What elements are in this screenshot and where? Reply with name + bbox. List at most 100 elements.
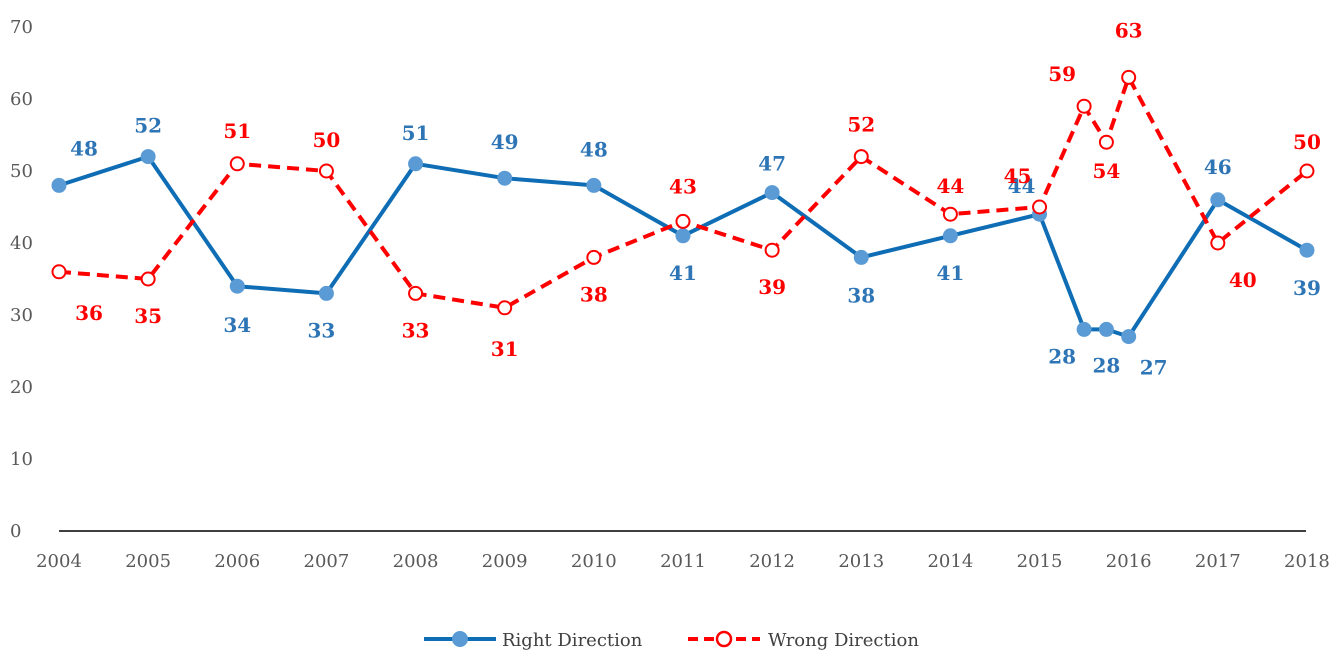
- right-direction-point: [318, 285, 334, 301]
- y-axis: 0 10 20 30 40 50 60 70: [10, 17, 33, 542]
- right-direction-point: [1299, 242, 1315, 258]
- wrong-direction-point: [51, 264, 67, 280]
- right-direction-data-label: 46: [1204, 155, 1232, 179]
- wrong-direction-point: [140, 271, 156, 287]
- x-tick-label: 2013: [838, 551, 884, 572]
- wrong-direction-data-label: 50: [312, 128, 340, 152]
- wrong-direction-data-label: 36: [75, 301, 103, 325]
- x-tick-label: 2010: [571, 551, 617, 572]
- y-tick-label: 30: [10, 305, 33, 326]
- x-tick-label: 2014: [927, 551, 973, 572]
- right-direction-point: [497, 170, 513, 186]
- right-direction-data-label: 49: [491, 130, 519, 154]
- x-tick-label: 2006: [214, 551, 260, 572]
- wrong-direction-data-label: 31: [491, 337, 519, 361]
- data-labels: 48 52 34 33 51 49 48 41 47 38 41 44 28 28 27 46 39 36 35 51…: [70, 18, 1321, 379]
- right-direction-point: [229, 278, 245, 294]
- legend-wrong-direction-label: Wrong Direction: [768, 630, 919, 651]
- y-tick-label: 60: [10, 89, 33, 110]
- right-direction-point: [1076, 321, 1092, 337]
- wrong-direction-point: [1299, 163, 1315, 179]
- wrong-direction-point: [853, 149, 869, 165]
- wrong-direction-data-label: 54: [1092, 159, 1120, 183]
- x-tick-label: 2015: [1017, 551, 1063, 572]
- right-direction-point: [408, 156, 424, 172]
- wrong-direction-data-label: 40: [1229, 268, 1257, 292]
- right-direction-data-label: 27: [1140, 356, 1168, 380]
- wrong-direction-data-label: 51: [223, 119, 251, 143]
- wrong-direction-data-label: 33: [402, 318, 430, 342]
- right-direction-point: [764, 185, 780, 201]
- right-direction-data-label: 39: [1293, 276, 1321, 300]
- wrong-direction-point: [1032, 199, 1048, 215]
- y-tick-label: 10: [10, 449, 33, 470]
- wrong-direction-data-label: 52: [847, 113, 875, 137]
- series-layer: [51, 69, 1315, 345]
- legend-item-wrong-direction: Wrong Direction: [688, 630, 919, 651]
- x-tick-label: 2018: [1284, 551, 1330, 572]
- wrong-direction-point: [229, 156, 245, 172]
- wrong-direction-point: [497, 300, 513, 316]
- wrong-direction-point: [408, 285, 424, 301]
- wrong-direction-data-label: 43: [669, 174, 697, 198]
- right-direction-data-label: 52: [134, 114, 162, 138]
- legend-item-right-direction: Right Direction: [424, 630, 643, 651]
- wrong-direction-data-label: 38: [580, 282, 608, 306]
- wrong-direction-data-label: 44: [936, 174, 964, 198]
- right-direction-data-label: 48: [580, 137, 608, 161]
- right-direction-point: [1098, 321, 1114, 337]
- x-tick-label: 2008: [393, 551, 439, 572]
- right-direction-point: [942, 228, 958, 244]
- wrong-direction-point: [586, 249, 602, 265]
- wrong-direction-point: [1098, 134, 1114, 150]
- y-tick-label: 40: [10, 233, 33, 254]
- wrong-direction-point: [675, 213, 691, 229]
- right-direction-point: [140, 149, 156, 165]
- wrong-direction-point: [1210, 235, 1226, 251]
- y-tick-label: 50: [10, 161, 33, 182]
- right-direction-data-label: 47: [758, 152, 786, 176]
- legend-wrong-direction-marker: [715, 630, 733, 648]
- legend-right-direction-label: Right Direction: [502, 630, 643, 651]
- x-tick-label: 2004: [36, 551, 82, 572]
- wrong-direction-data-label: 45: [1004, 164, 1032, 188]
- wrong-direction-point: [1121, 69, 1137, 85]
- right-direction-point: [586, 177, 602, 193]
- right-direction-data-label: 48: [70, 136, 98, 160]
- right-direction-data-label: 33: [307, 318, 335, 342]
- y-tick-label: 0: [10, 521, 21, 542]
- right-direction-point: [675, 228, 691, 244]
- x-tick-label: 2005: [125, 551, 171, 572]
- wrong-direction-data-label: 50: [1293, 130, 1321, 154]
- right-direction-data-label: 38: [847, 283, 875, 307]
- right-direction-point: [853, 249, 869, 265]
- x-tick-label: 2011: [660, 551, 706, 572]
- right-direction-data-label: 41: [936, 261, 964, 285]
- right-direction-data-label: 34: [223, 313, 251, 337]
- right-direction-point: [1210, 192, 1226, 208]
- wrong-direction-data-label: 63: [1115, 18, 1143, 42]
- right-direction-data-label: 51: [402, 121, 430, 145]
- wrong-direction-data-label: 59: [1048, 62, 1076, 86]
- wrong-direction-data-label: 39: [758, 275, 786, 299]
- x-axis: 2004 2005 2006 2007 2008 2009 2010 2011 2012 2013…: [36, 530, 1330, 572]
- wrong-direction-point: [942, 206, 958, 222]
- wrong-direction-point: [764, 242, 780, 258]
- x-tick-label: 2016: [1106, 551, 1152, 572]
- right-direction-point: [1121, 329, 1137, 345]
- right-direction-data-label: 44: [1008, 174, 1036, 198]
- y-tick-label: 20: [10, 377, 33, 398]
- x-tick-label: 2012: [749, 551, 795, 572]
- wrong-direction-point: [318, 163, 334, 179]
- right-direction-data-label: 28: [1048, 344, 1076, 368]
- wrong-direction-point: [1076, 98, 1092, 114]
- x-tick-label: 2007: [304, 551, 350, 572]
- right-direction-data-label: 41: [669, 261, 697, 285]
- x-tick-label: 2017: [1195, 551, 1241, 572]
- x-tick-label: 2009: [482, 551, 528, 572]
- right-direction-point: [51, 177, 67, 193]
- legend-right-direction-marker: [452, 631, 468, 647]
- legend: Right Direction Wrong Direction: [424, 630, 919, 651]
- right-direction-data-label: 28: [1092, 353, 1120, 377]
